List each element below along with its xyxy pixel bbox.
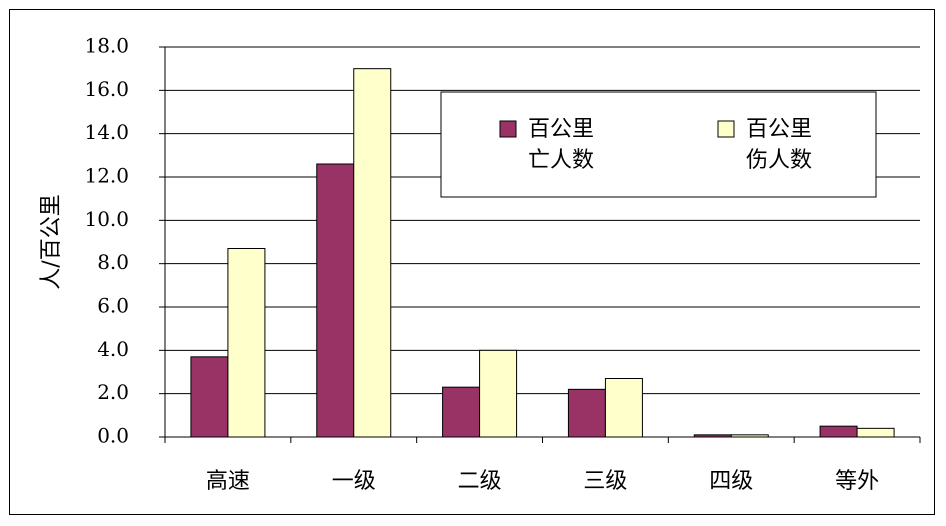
- x-category-label: 三级: [583, 469, 627, 494]
- bar-series1-3: [442, 386, 481, 438]
- y-tick-label: 8.0: [97, 250, 129, 274]
- legend-box: [440, 91, 877, 198]
- y-tick-label: 0.0: [97, 424, 129, 448]
- y-tick-label: 10.0: [84, 207, 129, 231]
- bar-series2-2: [353, 68, 392, 438]
- y-tick-label: 6.0: [97, 294, 129, 318]
- x-category-label: 二级: [458, 469, 502, 494]
- bar-series2-3: [479, 349, 518, 438]
- x-category-label: 高速: [206, 469, 250, 494]
- legend-label-1: 亡人数: [528, 148, 594, 173]
- x-category-label: 等外: [835, 469, 879, 494]
- bar-series1-2: [316, 163, 355, 438]
- bar-series2-1: [227, 248, 266, 438]
- legend-swatch-2: [717, 120, 735, 138]
- y-tick-label: 12.0: [84, 164, 129, 188]
- y-tick-label: 14.0: [84, 120, 129, 144]
- axes: [164, 47, 921, 443]
- x-axis-categories: 高速 一级 二级 三级 四级 等外: [206, 469, 879, 494]
- bar-series1-6: [819, 425, 858, 438]
- y-tick-label: 4.0: [97, 337, 129, 361]
- y-axis-ticks: 0.0 2.0 4.0 6.0 8.0 10.0 12.0 14.0 16.0 18.0: [84, 34, 165, 448]
- legend-label-2: 百公里: [746, 117, 812, 142]
- y-tick-label: 18.0: [84, 34, 129, 58]
- legend-label-2: 伤人数: [746, 148, 812, 173]
- x-category-label: 四级: [709, 469, 753, 494]
- y-axis-label: 人/百公里: [39, 194, 64, 289]
- bar-series2-4: [604, 378, 643, 438]
- y-tick-label: 2.0: [97, 380, 129, 404]
- bar-series2-6: [856, 427, 895, 438]
- bar-series1-1: [190, 356, 229, 438]
- bars: [190, 68, 895, 438]
- bar-series1-4: [567, 388, 606, 438]
- legend-swatch-1: [499, 120, 517, 138]
- legend-label-1: 百公里: [528, 117, 594, 142]
- y-tick-label: 16.0: [84, 77, 129, 101]
- x-category-label: 一级: [332, 469, 376, 494]
